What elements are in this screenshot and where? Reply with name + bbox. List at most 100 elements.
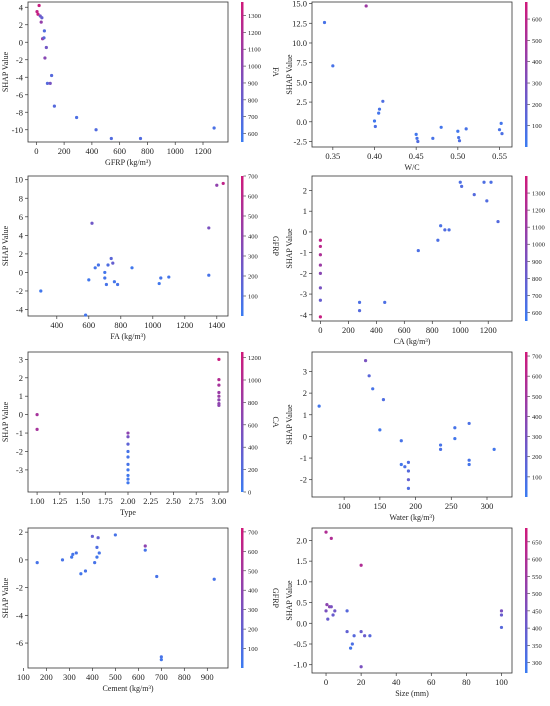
data-point: [43, 56, 47, 60]
data-point: [143, 548, 147, 552]
y-tick-label: -2: [16, 55, 23, 65]
data-point: [87, 278, 91, 282]
colorbar: [241, 528, 244, 668]
data-point: [138, 136, 143, 141]
y-tick-label: 2: [19, 20, 23, 30]
x-tick-label: 0.35: [325, 151, 340, 161]
data-point: [348, 646, 353, 650]
data-point: [96, 536, 100, 540]
data-point: [40, 16, 44, 20]
colorbar-tick-label: 400: [532, 626, 542, 633]
y-tick-label: -1: [300, 453, 307, 463]
data-point: [352, 634, 356, 638]
data-point: [500, 132, 504, 136]
x-tick-label: 1.25: [52, 496, 67, 506]
y-tick-label: 15.0: [292, 0, 307, 9]
data-point: [39, 289, 43, 293]
data-point: [159, 658, 163, 662]
x-axis-label: FA (kg/m³): [110, 332, 146, 341]
data-point: [35, 10, 39, 14]
data-point: [90, 534, 94, 538]
colorbar-tick-label: 600: [248, 549, 258, 556]
data-point: [324, 609, 328, 613]
colorbar-tick-label: 450: [532, 608, 542, 615]
x-axis-label: GFRP (kg/m³): [105, 158, 151, 167]
data-point: [472, 193, 476, 197]
colorbar-tick-label: 600: [248, 194, 258, 201]
data-point: [143, 544, 147, 548]
data-point: [345, 629, 349, 634]
data-point: [217, 383, 221, 387]
x-axis-label: Type: [120, 508, 136, 517]
y-axis-label: SHAP Value: [285, 404, 294, 445]
data-point: [95, 555, 99, 559]
data-point: [50, 73, 54, 78]
colorbar: [525, 176, 528, 321]
x-tick-label: 80: [462, 677, 471, 687]
colorbar-label: CA: [271, 416, 280, 427]
data-point: [318, 244, 322, 249]
x-tick-label: 0.45: [409, 151, 424, 161]
x-axis-label: Size (mm): [395, 689, 429, 698]
data-point: [74, 551, 78, 555]
y-tick-label: 2.5: [296, 97, 307, 107]
colorbar: [525, 352, 528, 497]
data-point: [363, 634, 367, 638]
x-axis-label: W/C: [404, 163, 419, 172]
colorbar-tick-label: 600: [532, 557, 542, 564]
colorbar-tick-label: 700: [248, 114, 258, 121]
colorbar-tick-label: 400: [248, 234, 258, 241]
data-point: [126, 462, 130, 466]
x-tick-label: 700: [155, 672, 168, 682]
colorbar-tick-label: 600: [532, 310, 542, 317]
y-tick-label: -4: [16, 610, 24, 620]
y-tick-label: 1: [19, 391, 23, 401]
colorbar-tick-label: 500: [532, 38, 542, 45]
y-tick-label: 2: [19, 249, 23, 259]
x-tick-label: 100: [495, 677, 508, 687]
data-point: [94, 128, 98, 132]
colorbar-tick-label: 650: [532, 539, 542, 546]
colorbar-tick-label: 0: [248, 490, 251, 497]
data-point: [416, 139, 420, 144]
data-point: [318, 238, 322, 242]
data-point: [212, 577, 216, 581]
data-point: [96, 263, 100, 267]
colorbar-tick-label: 500: [532, 394, 542, 401]
data-point: [359, 665, 363, 669]
colorbar-tick-label: 1200: [248, 355, 261, 362]
data-point: [403, 465, 407, 469]
y-tick-label: -3: [16, 465, 23, 475]
data-point: [130, 266, 134, 270]
plot-frame: [27, 1, 229, 143]
data-point: [113, 533, 117, 537]
data-point: [377, 107, 382, 111]
data-point: [457, 139, 462, 143]
data-point: [439, 224, 443, 228]
x-tick-label: 1.50: [75, 496, 90, 506]
data-point: [431, 136, 435, 140]
colorbar-tick-label: 900: [532, 259, 542, 266]
data-point: [70, 555, 74, 559]
x-tick-label: 1000: [452, 325, 469, 335]
x-tick-label: 800: [178, 672, 191, 682]
x-tick-label: 2.00: [121, 496, 136, 506]
data-point: [357, 309, 362, 313]
data-point: [443, 228, 447, 232]
y-tick-label: -2.5: [294, 136, 307, 146]
data-point: [95, 545, 99, 550]
colorbar-tick-label: 1200: [248, 30, 261, 37]
data-point: [439, 125, 443, 129]
colorbar-tick-label: 200: [532, 102, 542, 109]
y-tick-label: 1: [303, 206, 307, 216]
data-point: [75, 115, 79, 120]
colorbar-tick-label: 700: [532, 293, 542, 300]
data-point: [357, 300, 362, 304]
data-point: [492, 447, 496, 451]
colorbar-tick-label: 100: [248, 646, 258, 653]
colorbar-tick-label: 300: [248, 254, 258, 261]
data-point: [215, 183, 219, 187]
x-tick-label: 800: [114, 320, 127, 330]
data-point: [126, 477, 130, 481]
